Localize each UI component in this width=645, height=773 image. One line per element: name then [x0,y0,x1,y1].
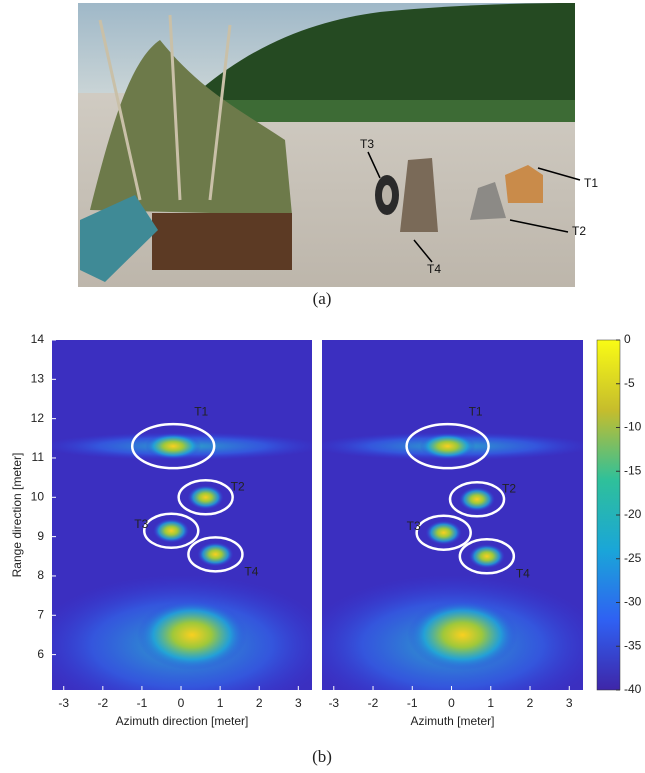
x-tick-label: 1 [487,696,494,710]
x-tick-label: 3 [295,696,302,710]
x-tick-label: 0 [448,696,455,710]
x-tick-label: -3 [328,696,339,710]
target-label: T1 [194,404,208,418]
target-return [426,521,462,545]
x-axis-label: Azimuth direction [meter] [116,714,249,728]
y-tick-label: 11 [32,450,45,464]
colorbar-tick-label: -15 [624,463,642,477]
x-tick-label: 1 [217,696,224,710]
y-tick-label: 6 [37,647,44,661]
x-tick-label: 3 [566,696,573,710]
y-tick-label: 7 [37,607,44,621]
y-tick-label: 14 [31,332,45,346]
x-tick-label: 2 [527,696,534,710]
target-label: T4 [516,566,530,580]
y-tick-label: 8 [37,568,44,582]
x-tick-label: -1 [137,696,148,710]
colorbar-tick-label: -40 [624,682,642,696]
photo-label: T3 [360,137,374,151]
x-tick-label: -1 [407,696,418,710]
photo-label: T1 [584,176,598,190]
target-label: T2 [502,481,516,495]
target-return [469,544,505,568]
colorbar-tick-label: -25 [624,551,642,565]
colorbar-tick-label: -5 [624,376,635,390]
photo-label: T4 [427,262,441,276]
clutter [137,600,247,670]
target-return [153,519,189,543]
target-label: T2 [231,479,245,493]
x-tick-label: -3 [58,696,69,710]
figure: T3 T1 T2 T4 (a) (b) -3-2-101236789101112… [0,0,645,773]
x-axis-label: Azimuth [meter] [410,714,494,728]
x-tick-label: 2 [256,696,263,710]
target-return [420,433,476,459]
page: T3 T1 T2 T4 (a) (b) -3-2-101236789101112… [0,0,645,773]
target-label: T4 [244,564,258,578]
x-tick-label: -2 [97,696,108,710]
colorbar-tick-label: -35 [624,638,642,652]
colorbar-tick-label: 0 [624,332,631,346]
y-tick-label: 12 [31,411,45,425]
y-tick-label: 13 [31,371,45,385]
colorbar-tick-label: -10 [624,420,642,434]
x-tick-label: 0 [178,696,185,710]
target-label: T1 [469,404,483,418]
photo: T3 T1 T2 T4 [78,3,598,287]
target-label: T3 [134,517,148,531]
x-tick-label: -2 [368,696,379,710]
caption: (a) [313,289,332,308]
y-tick-label: 9 [37,529,44,543]
colorbar-tick-label: -20 [624,507,642,521]
colorbar-tick-label: -30 [624,595,642,609]
photo-label: T2 [572,224,586,238]
target-return [188,485,224,509]
caption: (b) [312,747,332,766]
clutter [408,600,518,670]
y-axis-label: Range direction [meter] [10,453,24,578]
target-return [145,433,201,459]
y-tick-label: 10 [31,489,45,503]
target-return [459,487,495,511]
target-return [197,542,233,566]
target-label: T3 [407,519,421,533]
